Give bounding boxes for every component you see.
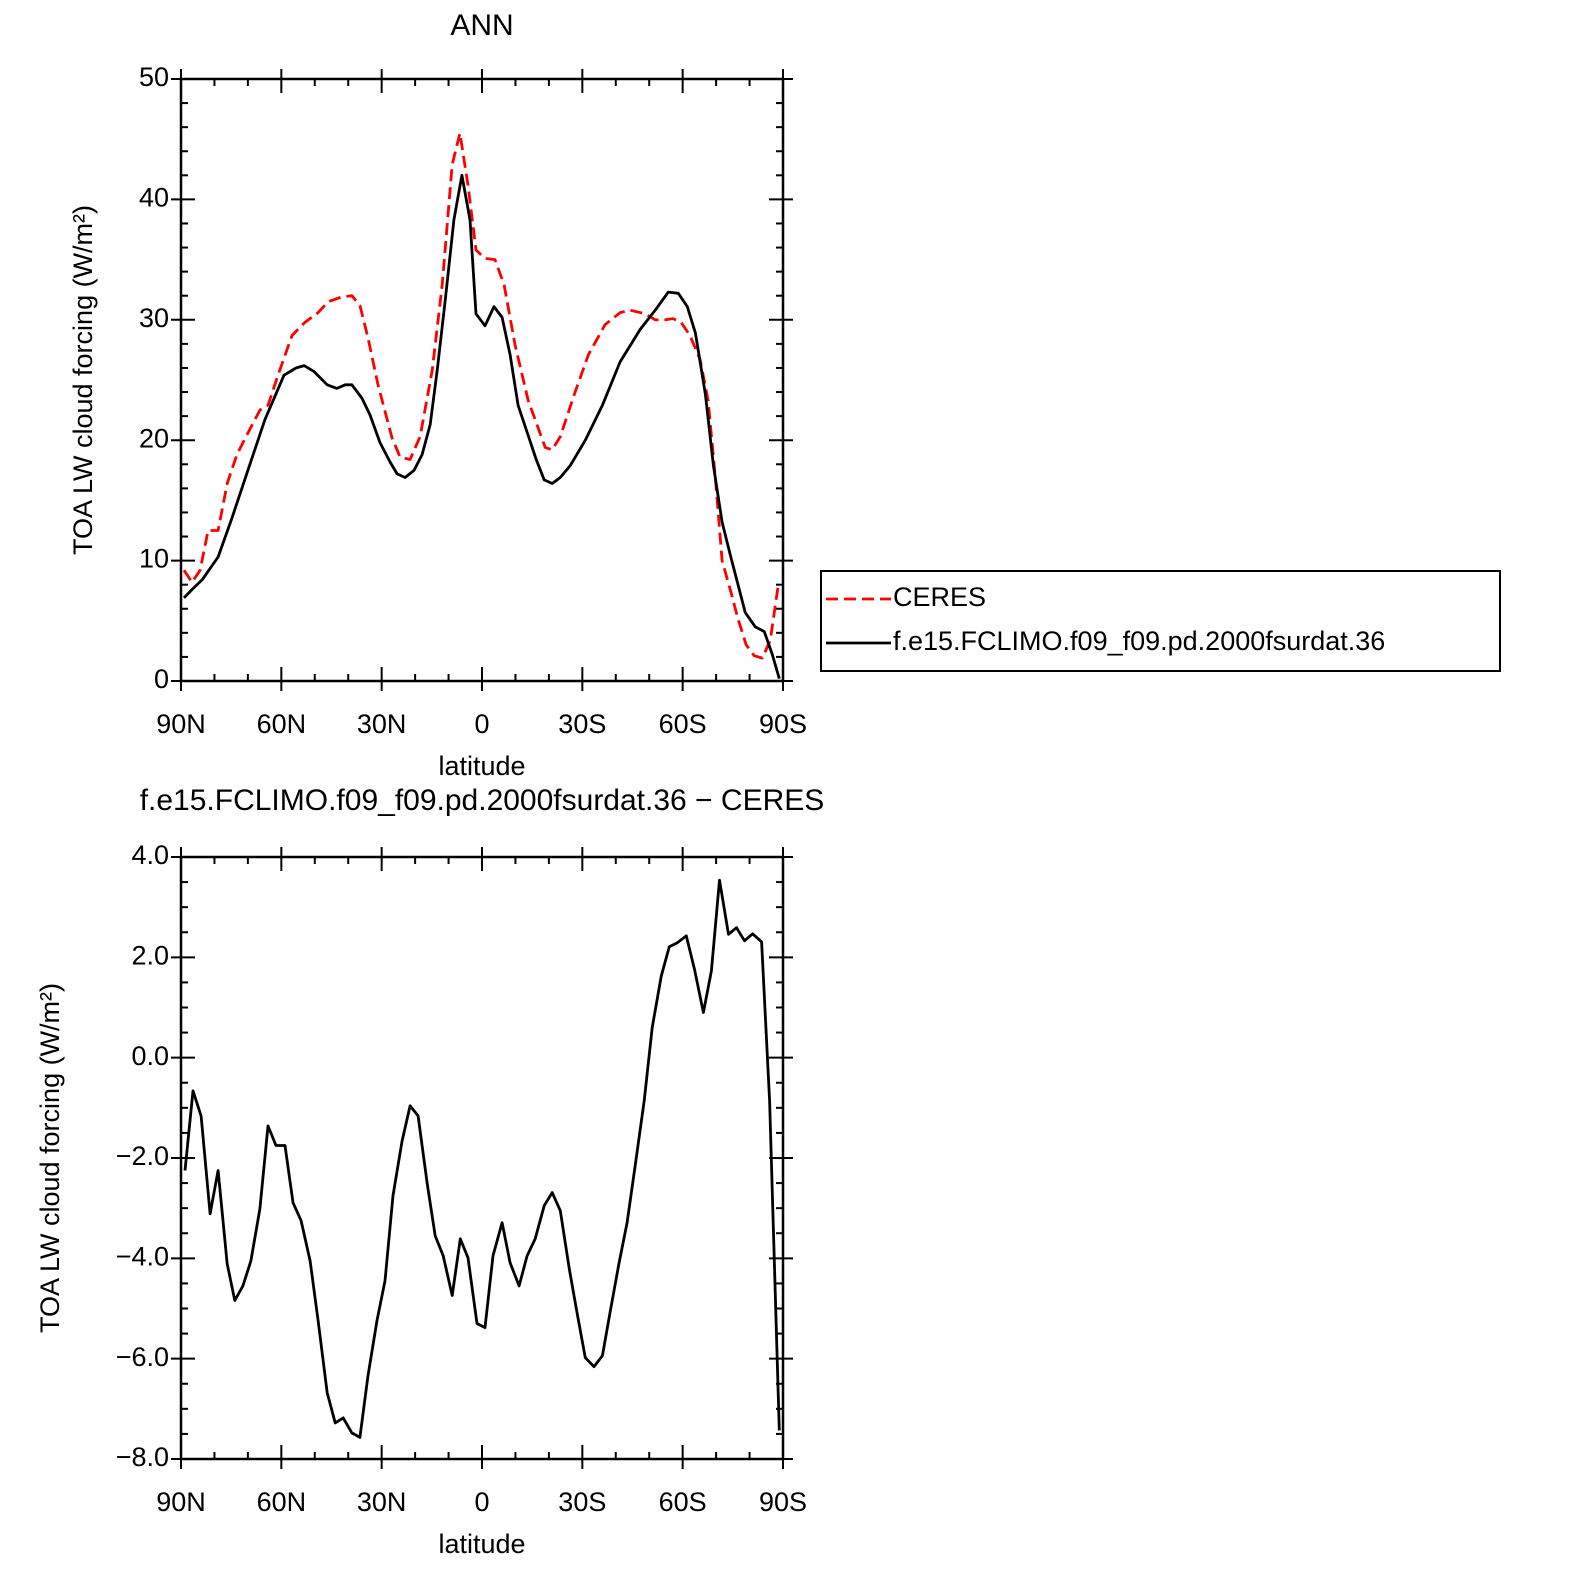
- x-axis-label: latitude: [438, 751, 525, 781]
- y-tick-label: 20: [139, 423, 169, 453]
- y-tick-label: 2.0: [131, 940, 169, 970]
- legend-label: CERES: [893, 582, 986, 612]
- x-tick-label: 30S: [558, 1487, 606, 1517]
- y-tick-label: 4.0: [131, 840, 169, 870]
- legend-box: [820, 570, 1501, 672]
- data-line: [183, 878, 781, 1439]
- legend-label: f.e15.FCLIMO.f09_f09.pd.2000fsurdat.36: [893, 626, 1385, 656]
- x-tick-label: 90S: [759, 1487, 807, 1517]
- y-tick-label: −4.0: [116, 1241, 169, 1271]
- chart-title: ANN: [450, 9, 513, 42]
- y-tick-label: 0.0: [131, 1041, 169, 1071]
- plot-frame: [179, 855, 785, 1461]
- x-tick-label: 30N: [357, 1487, 407, 1517]
- y-tick-label: 50: [139, 62, 169, 92]
- y-tick-label: −2.0: [116, 1141, 169, 1171]
- x-tick-label: 60N: [257, 709, 307, 739]
- x-tick-label: 90N: [156, 709, 206, 739]
- y-tick-label: −8.0: [116, 1442, 169, 1472]
- x-tick-label: 30N: [357, 709, 407, 739]
- x-tick-label: 60S: [659, 1487, 707, 1517]
- plot-frame: [179, 77, 785, 683]
- x-tick-label: 60S: [659, 709, 707, 739]
- data-line: [182, 131, 780, 660]
- y-axis-label: TOA LW cloud forcing (W/m²): [35, 983, 65, 1333]
- y-tick-label: 40: [139, 183, 169, 213]
- chart-title: f.e15.FCLIMO.f09_f09.pd.2000fsurdat.36 −…: [140, 784, 825, 817]
- y-tick-label: 0: [154, 664, 169, 694]
- x-tick-label: 90S: [759, 709, 807, 739]
- y-tick-label: −6.0: [116, 1342, 169, 1372]
- y-tick-label: 10: [139, 544, 169, 574]
- x-tick-label: 0: [474, 1487, 489, 1517]
- x-tick-label: 60N: [257, 1487, 307, 1517]
- x-axis-label: latitude: [438, 1529, 525, 1559]
- y-axis-label: TOA LW cloud forcing (W/m²): [68, 205, 98, 555]
- x-tick-label: 30S: [558, 709, 606, 739]
- x-tick-label: 90N: [156, 1487, 206, 1517]
- data-line: [182, 173, 781, 679]
- x-tick-label: 0: [474, 709, 489, 739]
- y-tick-label: 30: [139, 303, 169, 333]
